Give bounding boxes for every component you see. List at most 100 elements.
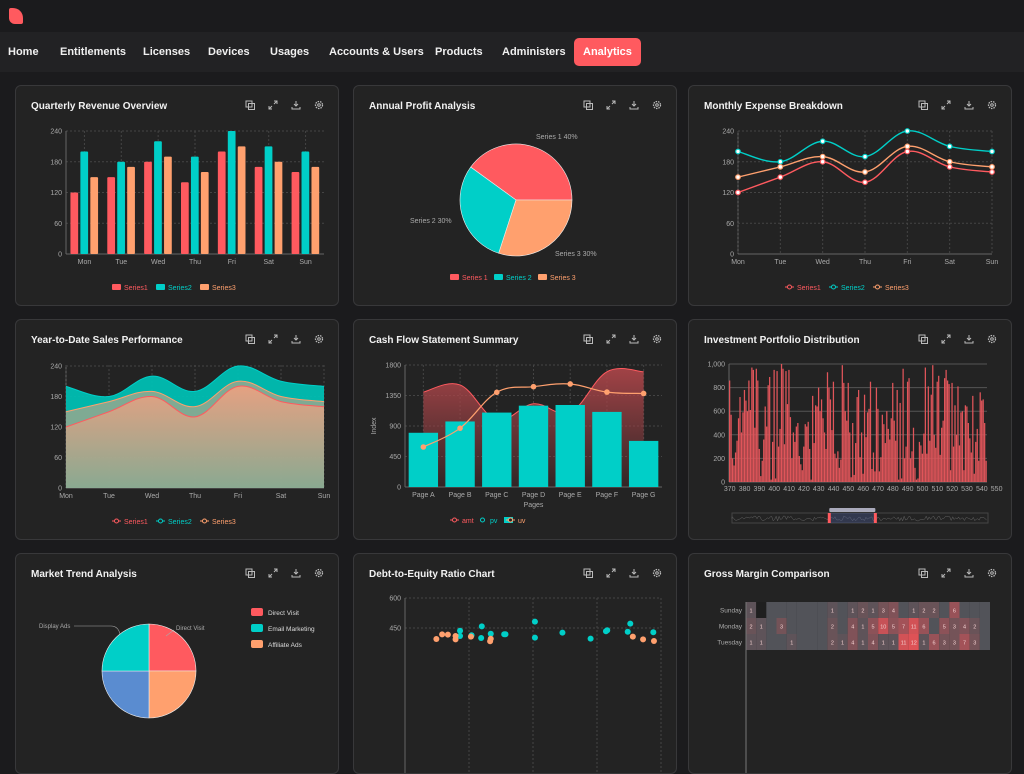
heatmap-cell[interactable]: [746, 618, 757, 634]
heatmap-cell[interactable]: [939, 618, 950, 634]
heatmap-cell[interactable]: [918, 602, 929, 618]
legend-item[interactable]: uv: [506, 517, 526, 525]
gear-icon[interactable]: [652, 334, 662, 344]
heatmap-cell[interactable]: [857, 602, 868, 618]
expand-icon[interactable]: [268, 334, 278, 344]
gear-icon[interactable]: [987, 568, 997, 578]
download-icon[interactable]: [291, 334, 301, 344]
copy-icon[interactable]: [583, 334, 593, 344]
copy-icon[interactable]: [918, 334, 928, 344]
heatmap-cell[interactable]: [786, 618, 797, 634]
expand-icon[interactable]: [268, 100, 278, 110]
legend-item[interactable]: Series 3: [538, 274, 576, 282]
heatmap-cell[interactable]: [756, 602, 767, 618]
gear-icon[interactable]: [314, 334, 324, 344]
heatmap-cell[interactable]: [959, 602, 970, 618]
legend-item[interactable]: Series1: [112, 284, 148, 292]
copy-icon[interactable]: [583, 100, 593, 110]
legend-item[interactable]: Series3: [873, 284, 909, 292]
heatmap-cell[interactable]: [796, 602, 807, 618]
nav-analytics[interactable]: Analytics: [574, 38, 641, 66]
heatmap-cell[interactable]: [776, 618, 787, 634]
nav-usages[interactable]: Usages: [270, 46, 310, 58]
copy-icon[interactable]: [918, 568, 928, 578]
copy-icon[interactable]: [583, 568, 593, 578]
download-icon[interactable]: [291, 100, 301, 110]
nav-products[interactable]: Products: [435, 46, 483, 58]
expand-icon[interactable]: [268, 568, 278, 578]
gear-icon[interactable]: [987, 334, 997, 344]
heatmap-cell[interactable]: [878, 618, 889, 634]
heatmap-cell[interactable]: [796, 634, 807, 650]
download-icon[interactable]: [964, 334, 974, 344]
nav-home[interactable]: Home: [8, 46, 39, 58]
heatmap-cell[interactable]: [837, 602, 848, 618]
heatmap-cell[interactable]: [949, 602, 960, 618]
nav-entitlements[interactable]: Entitlements: [60, 46, 127, 58]
heatmap-cell[interactable]: [969, 618, 980, 634]
heatmap-cell[interactable]: [796, 618, 807, 634]
heatmap-cell[interactable]: [857, 618, 868, 634]
heatmap-cell[interactable]: [878, 602, 889, 618]
nav-devices[interactable]: Devices: [208, 46, 250, 58]
heatmap-cell[interactable]: [766, 634, 777, 650]
heatmap-cell[interactable]: [888, 618, 899, 634]
heatmap-cell[interactable]: [888, 602, 899, 618]
download-icon[interactable]: [629, 568, 639, 578]
heatmap-cell[interactable]: [786, 602, 797, 618]
heatmap-cell[interactable]: [868, 618, 879, 634]
heatmap-cell[interactable]: [776, 634, 787, 650]
legend-item[interactable]: amt: [450, 517, 474, 525]
heatmap-cell[interactable]: [949, 618, 960, 634]
download-icon[interactable]: [964, 100, 974, 110]
legend-item[interactable]: Affiliate Ads: [251, 640, 303, 649]
datazoom-slider[interactable]: [731, 508, 989, 524]
slider-handle[interactable]: [827, 513, 831, 523]
heatmap-cell[interactable]: [847, 618, 858, 634]
legend-item[interactable]: Series1: [785, 284, 821, 292]
heatmap-cell[interactable]: [817, 618, 828, 634]
legend-item[interactable]: Series1: [112, 518, 148, 526]
gear-icon[interactable]: [652, 100, 662, 110]
heatmap-cell[interactable]: [847, 602, 858, 618]
expand-icon[interactable]: [606, 568, 616, 578]
expand-icon[interactable]: [941, 100, 951, 110]
app-logo[interactable]: [9, 8, 23, 24]
heatmap-cell[interactable]: [756, 618, 767, 634]
nav-administers[interactable]: Administers: [502, 46, 566, 58]
copy-icon[interactable]: [245, 334, 255, 344]
legend-item[interactable]: Series 1: [450, 274, 488, 282]
copy-icon[interactable]: [245, 568, 255, 578]
copy-icon[interactable]: [245, 100, 255, 110]
gear-icon[interactable]: [314, 568, 324, 578]
slider-handle[interactable]: [873, 513, 877, 523]
gear-icon[interactable]: [314, 100, 324, 110]
legend-item[interactable]: Series2: [829, 284, 865, 292]
heatmap-cell[interactable]: [817, 634, 828, 650]
heatmap-cell[interactable]: [827, 602, 838, 618]
download-icon[interactable]: [629, 100, 639, 110]
expand-icon[interactable]: [941, 334, 951, 344]
heatmap-cell[interactable]: [908, 602, 919, 618]
legend-item[interactable]: Series2: [156, 518, 192, 526]
expand-icon[interactable]: [941, 568, 951, 578]
download-icon[interactable]: [629, 334, 639, 344]
heatmap-cell[interactable]: [766, 602, 777, 618]
legend-item[interactable]: Email Marketing: [251, 624, 315, 633]
heatmap-cell[interactable]: [766, 618, 777, 634]
heatmap-cell[interactable]: [827, 618, 838, 634]
nav-accounts-users[interactable]: Accounts & Users: [329, 46, 424, 58]
heatmap-cell[interactable]: [898, 602, 909, 618]
heatmap-cell[interactable]: [807, 618, 818, 634]
gear-icon[interactable]: [987, 100, 997, 110]
expand-icon[interactable]: [606, 334, 616, 344]
copy-icon[interactable]: [918, 100, 928, 110]
heatmap-cell[interactable]: [868, 602, 879, 618]
legend-item[interactable]: Series3: [200, 518, 236, 526]
heatmap-cell[interactable]: [929, 602, 940, 618]
heatmap-cell[interactable]: [908, 618, 919, 634]
legend-item[interactable]: Direct Visit: [251, 608, 299, 617]
heatmap-cell[interactable]: [837, 618, 848, 634]
download-icon[interactable]: [291, 568, 301, 578]
legend-item[interactable]: pv: [480, 517, 514, 525]
